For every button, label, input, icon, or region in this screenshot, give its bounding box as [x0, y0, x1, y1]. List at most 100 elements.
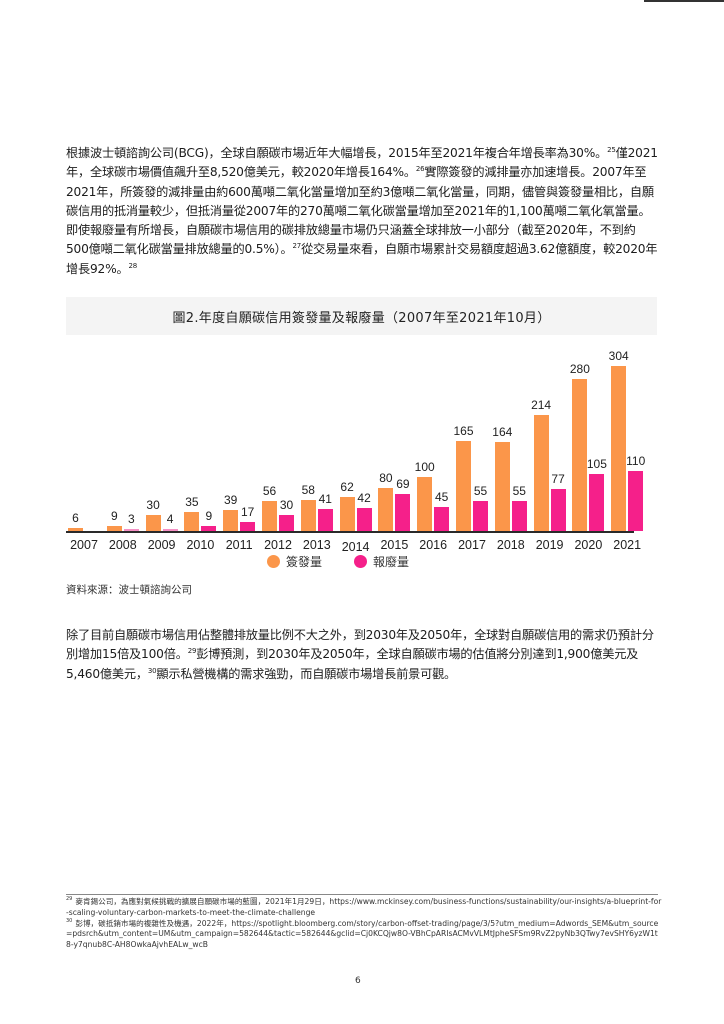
legend-label-issued: 簽發量 [286, 555, 323, 569]
footnote-ref-29[interactable]: 29 [187, 647, 197, 656]
data-label: 17 [241, 504, 255, 519]
data-label: 110 [626, 454, 646, 469]
data-label: 77 [551, 472, 565, 487]
bar-retired-2020 [589, 474, 605, 531]
x-tick-label: 2016 [419, 538, 448, 552]
para1-text2: 僅2021年，全球碳市場價值飆升至8,520億美元，較2020年增長164%。 [66, 146, 658, 180]
data-label: 39 [224, 492, 238, 507]
x-tick-label: 2020 [574, 538, 603, 552]
data-label: 41 [318, 491, 332, 506]
bar-issued-2018 [494, 442, 510, 531]
bar-issued-2021 [611, 366, 627, 531]
data-label: 214 [531, 397, 552, 412]
x-tick-label: 2013 [302, 538, 331, 552]
bar-retired-2013 [317, 508, 333, 531]
x-tick-label: 2021 [613, 538, 642, 552]
data-label: 55 [473, 484, 488, 499]
bar-retired-2019 [550, 489, 566, 531]
bar-issued-2015 [378, 487, 394, 531]
data-label: 62 [340, 480, 354, 495]
bar-issued-2007 [68, 527, 83, 531]
para1-text3: 實際簽發的減排量亦加速增長。2007年至2021年，所簽發的減排量由約600萬噸… [66, 165, 654, 257]
legend-item-issued: 簽發量 [267, 553, 322, 570]
footnote-30: 30 彭博，碳抵銷市場的複雜性及機遇，2022年，https://spotligh… [66, 919, 662, 951]
para2-text2: 彭博預測，到2030年及2050年，全球自願碳市場的估值將分別達到1,900億美… [66, 647, 639, 681]
bar-retired-2017 [473, 501, 488, 531]
footnotes: 29 麥肯錫公司，為應對氣候挑戰的擴展自願碳市場的藍圖，2021年1月29日，ht… [66, 897, 662, 951]
x-tick-label: 2009 [147, 538, 176, 552]
page-number: 6 [355, 976, 361, 986]
body-paragraph-1: 根據波士頓諮詢公司(BCG)，全球自願碳市場近年大幅增長，2015年至2021年… [66, 144, 658, 279]
footnote-ref-26[interactable]: 26 [415, 165, 425, 174]
legend-item-retired: 報廢量 [354, 553, 409, 570]
bar-issued-2014 [339, 497, 355, 531]
legend-label-retired: 報廢量 [373, 555, 410, 569]
bar-chart: 簽發量 報廢量 6 2007 9 3 2008 30 4 2009 35 9 2010 39 17 201… [62, 340, 662, 570]
data-label: 165 [453, 424, 474, 439]
bar-retired-2008 [123, 529, 139, 531]
para2-text: 除了目前自願碳市場信用佔整體排放量比例不大之外，到2030年及2050年，全球對… [66, 628, 654, 662]
data-label: 35 [185, 495, 199, 509]
bar-retired-2009 [162, 528, 178, 531]
footnote-ref-25[interactable]: 25 [607, 145, 616, 154]
data-label: 42 [357, 491, 371, 506]
x-tick-label: 2019 [535, 538, 564, 552]
data-label: 100 [414, 459, 435, 474]
bar-issued-2016 [417, 476, 433, 531]
data-label: 164 [492, 424, 513, 439]
para1-text: 根據波士頓諮詢公司(BCG)，全球自願碳市場近年大幅增長，2015年至2021年… [66, 146, 608, 160]
data-label: 30 [279, 497, 294, 512]
x-tick-label: 2018 [496, 538, 525, 552]
footnote-divider [66, 894, 658, 895]
pink-dot-icon [354, 555, 368, 568]
data-label: 69 [396, 476, 410, 491]
data-label: 280 [569, 362, 590, 377]
data-label: 58 [301, 482, 315, 497]
bar-retired-2010 [201, 526, 217, 531]
x-tick-label: 2017 [458, 538, 486, 552]
bar-retired-2021 [628, 471, 644, 531]
footnote-ref-27[interactable]: 27 [292, 242, 302, 251]
bar-issued-2011 [223, 509, 239, 531]
data-label: 4 [166, 511, 174, 526]
data-label: 56 [262, 483, 277, 498]
bar-issued-2010 [184, 512, 200, 531]
bar-issued-2017 [456, 441, 471, 531]
header-rule [644, 0, 724, 2]
para2-text3: 顯示私營機構的需求強勁，而自願碳市場增長前景可觀。 [156, 666, 457, 681]
data-label: 9 [110, 509, 118, 524]
bar-retired-2011 [240, 521, 256, 531]
x-tick-label: 2008 [108, 538, 137, 552]
bar-retired-2016 [434, 506, 450, 531]
x-tick-label: 2007 [70, 538, 98, 552]
x-tick-label: 2014 [341, 540, 370, 554]
data-label: 3 [127, 512, 135, 526]
orange-dot-icon [267, 555, 280, 568]
data-label: 6 [72, 510, 79, 525]
bar-retired-2015 [395, 493, 411, 531]
footnote-ref-28[interactable]: 28 [128, 261, 137, 270]
data-label: 105 [586, 457, 607, 471]
chart-source: 資料來源：波士頓諮詢公司 [66, 584, 192, 596]
data-label: 45 [435, 489, 449, 504]
data-label: 9 [205, 509, 213, 524]
body-paragraph-2: 除了目前自願碳市場信用佔整體排放量比例不大之外，到2030年及2050年，全球對… [66, 626, 658, 684]
chart-title-box: 圖2.年度自願碳信用簽發量及報廢量（2007年至2021年10月） [66, 297, 657, 335]
bar-retired-2018 [511, 501, 527, 531]
x-tick-label: 2012 [264, 538, 292, 552]
footnote-number: 29 [66, 896, 73, 903]
data-label: 30 [146, 497, 160, 512]
footnote-29: 29 麥肯錫公司，為應對氣候挑戰的擴展自願碳市場的藍圖，2021年1月29日，ht… [66, 897, 662, 919]
footnote-ref-30[interactable]: 30 [147, 666, 157, 675]
footnote-text[interactable]: 麥肯錫公司，為應對氣候挑戰的擴展自願碳市場的藍圖，2021年1月29日，http… [66, 897, 662, 917]
para1-text4: 從交易量來看，自願市場累計交易額度超過3.62億額度，較2020年增長92%。 [66, 242, 658, 276]
x-tick-label: 2015 [380, 538, 409, 552]
bar-issued-2013 [300, 499, 316, 531]
data-label: 80 [379, 470, 393, 485]
x-tick-label: 2011 [225, 538, 253, 552]
x-axis-line [66, 531, 634, 533]
footnote-text[interactable]: 彭博，碳抵銷市場的複雜性及機遇，2022年，https://spotlight.… [66, 918, 659, 950]
bar-issued-2008 [106, 526, 122, 531]
bar-retired-2014 [356, 508, 372, 531]
bar-issued-2019 [533, 414, 549, 531]
